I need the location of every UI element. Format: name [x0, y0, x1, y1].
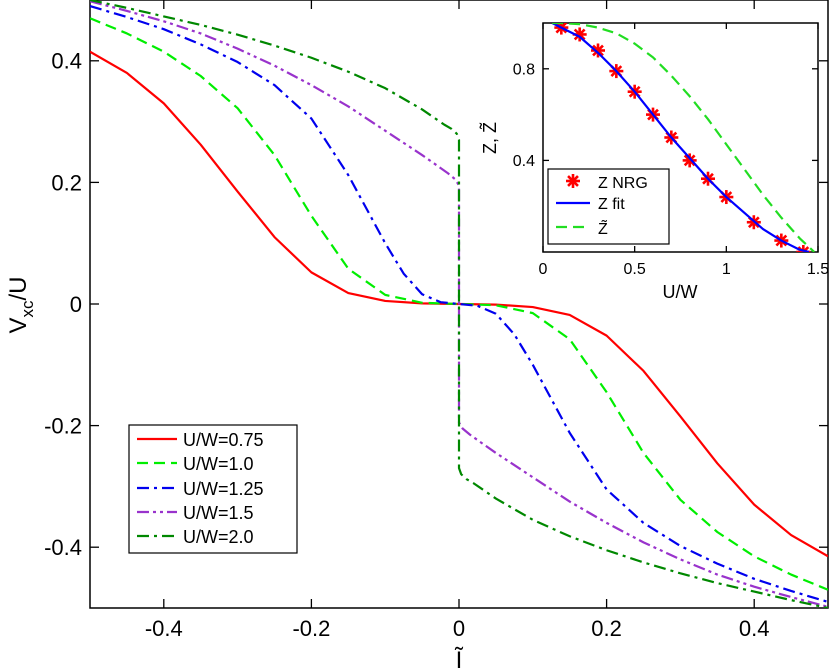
inset-x-tick-label-0: 0 — [539, 261, 548, 278]
main-legend-label-0: U/W=0.75 — [183, 430, 264, 450]
main-x-tick-label-0: -0.4 — [145, 616, 183, 641]
inset-legend-sample-0 — [566, 174, 580, 188]
main-legend-label-4: U/W=2.0 — [183, 527, 254, 547]
inset-x-tick-label-2: 1 — [722, 261, 731, 278]
inset-y-tick-label-0: 0.4 — [513, 153, 535, 170]
main-x-tick-label-4: 0.4 — [739, 616, 770, 641]
main-series-line-2 — [90, 5, 828, 603]
inset-point-0-2 — [591, 43, 605, 58]
main-legend-label-3: U/W=1.5 — [183, 503, 254, 523]
inset-legend-label-1: Z fit — [598, 196, 625, 213]
main-x-tick-label-3: 0.2 — [591, 616, 622, 641]
inset-x-tick-label-3: 1.5 — [807, 261, 829, 278]
main-y-tick-label-4: 0.4 — [51, 49, 82, 74]
main-x-axis-label: Ĩ — [455, 647, 464, 672]
main-series-group — [90, 0, 828, 608]
inset-y-tick-label-1: 0.8 — [513, 62, 535, 79]
main-series-line-4 — [90, 0, 828, 608]
main-y-axis-label-sub: xc — [18, 300, 37, 318]
main-axis-ticks: -0.4 -0.2 0 0.2 0.4 -0.4 -0.2 0 0.2 0.4 — [44, 0, 828, 641]
inset-point-0-7 — [682, 153, 697, 168]
inset-series-line-2 — [552, 23, 816, 252]
main-y-axis-label: Vxc/U — [5, 276, 37, 333]
inset-legend: Z NRG Z fit Z̃ — [547, 168, 670, 245]
main-y-tick-label-3: 0.2 — [51, 170, 82, 195]
inset-x-axis-label: U/W — [663, 282, 698, 302]
main-legend-label-1: U/W=1.0 — [183, 454, 254, 474]
inset-y-axis-label: Z, Z̃ — [479, 122, 500, 154]
main-x-tick-label-1: -0.2 — [292, 616, 330, 641]
inset-x-tick-label-1: 0.5 — [624, 261, 646, 278]
inset-series-group — [551, 23, 816, 252]
main-legend-label-2: U/W=1.25 — [183, 479, 264, 499]
main-y-tick-label-0: -0.4 — [44, 535, 82, 560]
main-y-axis-label-main: V — [5, 317, 32, 333]
svg-text:Vxc/U: Vxc/U — [5, 276, 37, 333]
inset-plot-frame — [542, 22, 819, 253]
main-x-tick-label-2: 0 — [453, 616, 465, 641]
inset-legend-label-2: Z̃ — [598, 218, 608, 238]
main-legend: U/W=0.75 U/W=1.0 U/W=1.25 U/W=1.5 U/W=2.… — [128, 424, 298, 554]
inset-legend-label-0: Z NRG — [598, 175, 648, 192]
main-y-tick-label-1: -0.2 — [44, 414, 82, 439]
main-y-axis-label-tail: /U — [5, 276, 32, 300]
main-series-line-3 — [90, 0, 828, 608]
main-y-tick-label-2: 0 — [70, 292, 82, 317]
inset-axis-ticks: 0 0.5 1 1.5 0.4 0.8 — [513, 23, 829, 278]
main-series-line-1 — [90, 17, 828, 591]
inset-series-line-1 — [551, 23, 810, 252]
